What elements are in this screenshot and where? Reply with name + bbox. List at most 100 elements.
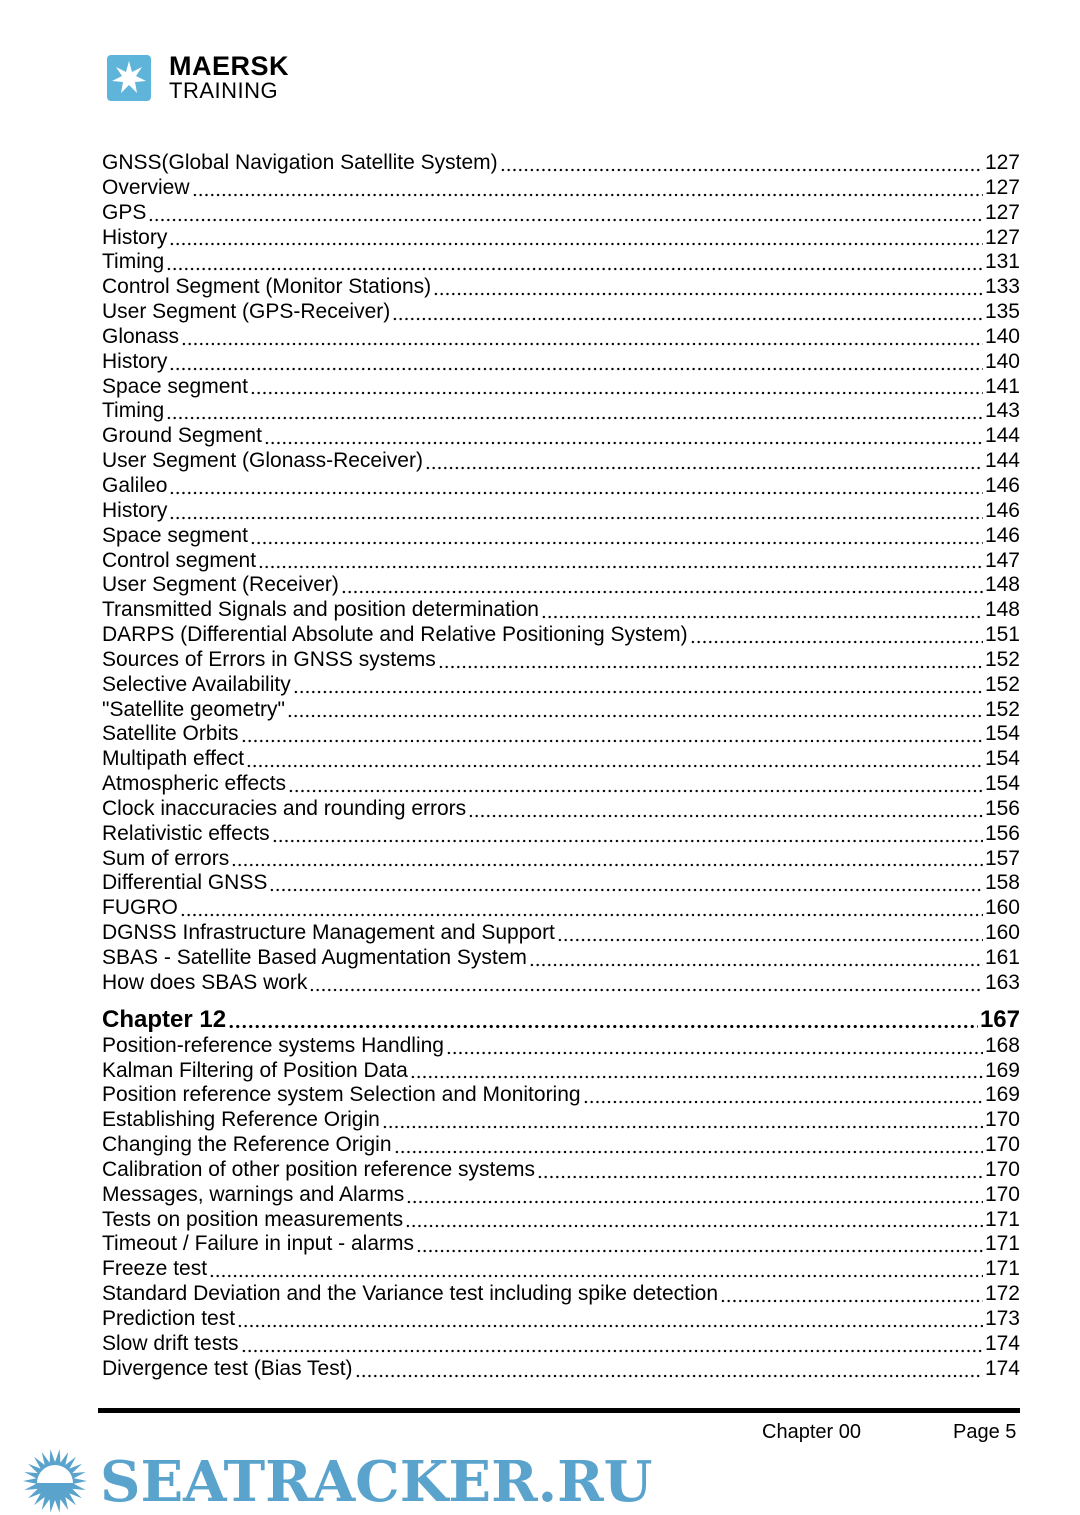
toc-entry-title: Selective Availability (102, 672, 291, 696)
dot-leader (720, 1282, 983, 1307)
toc-entry[interactable]: Position reference system Selection and … (102, 1083, 1020, 1109)
toc-entry[interactable]: Sum of errors 157 (102, 846, 1020, 872)
toc-chapter-entry[interactable]: Chapter 12 167 (102, 1005, 1020, 1034)
dot-leader (249, 374, 983, 400)
toc-entry[interactable]: Divergence test (Bias Test) 174 (102, 1356, 1020, 1382)
dot-leader (181, 324, 983, 350)
toc-entry[interactable]: Timing 143 (102, 399, 1020, 425)
toc-entry[interactable]: Control Segment (Monitor Stations) 133 (102, 275, 1020, 301)
toc-entry[interactable]: History 140 (102, 349, 1020, 375)
toc-entry[interactable]: Relativistic effects 156 (102, 821, 1020, 847)
toc-entry[interactable]: Multipath effect 154 (102, 747, 1020, 773)
toc-entry-page: 171 (984, 1207, 1020, 1231)
toc-entry-page: 169 (984, 1083, 1020, 1107)
toc-entry-title: Tests on position measurements (102, 1207, 404, 1231)
dot-leader (354, 1356, 983, 1382)
toc-entry[interactable]: Space segment 146 (102, 523, 1020, 549)
toc-entry-title: Space segment (102, 374, 248, 398)
toc-entry-title: Timing (102, 250, 165, 274)
logo-sub: TRAINING (169, 78, 279, 103)
toc-entry[interactable]: User Segment (Glonass-Receiver) 144 (102, 449, 1020, 474)
toc-entry[interactable]: Standard Deviation and the Variance test… (102, 1282, 1020, 1307)
toc-entry[interactable]: GNSS(Global Navigation Satellite System)… (102, 151, 1020, 176)
dot-leader (689, 623, 983, 648)
toc-entry[interactable]: GPS 127 (102, 200, 1020, 226)
toc-entry[interactable]: Freeze test 171 (102, 1257, 1020, 1283)
toc-entry-title: Galileo (102, 473, 168, 497)
dot-leader (209, 1257, 983, 1283)
toc-entry-title: FUGRO (102, 896, 178, 920)
toc-entry-page: 127 (984, 200, 1020, 224)
toc-entry[interactable]: How does SBAS work 163 (102, 970, 1020, 996)
toc-entry-page: 158 (984, 871, 1020, 895)
toc-entry-title: Differential GNSS (102, 871, 268, 895)
toc-entry[interactable]: DGNSS Infrastructure Management and Supp… (102, 921, 1020, 946)
toc-entry[interactable]: History 127 (102, 225, 1020, 251)
toc-entry-title: Position-reference systems Handling (102, 1033, 444, 1057)
toc-entry[interactable]: Overview 127 (102, 175, 1020, 201)
toc-entry[interactable]: Glonass 140 (102, 324, 1020, 350)
dot-leader (191, 175, 983, 201)
toc-entry[interactable]: Calibration of other position reference … (102, 1157, 1020, 1183)
toc-entry-page: 171 (984, 1232, 1020, 1256)
toc-entry[interactable]: Galileo 146 (102, 473, 1020, 499)
toc-entry[interactable]: SBAS - Satellite Based Augmentation Syst… (102, 946, 1020, 971)
dot-leader (240, 722, 983, 748)
toc-entry[interactable]: User Segment (GPS-Receiver) 135 (102, 300, 1020, 325)
toc-entry-page: 167 (979, 1005, 1020, 1033)
toc-entry[interactable]: DARPS (Differential Absolute and Relativ… (102, 623, 1020, 648)
toc-entry-page: 154 (984, 747, 1020, 771)
toc-entry-title: Establishing Reference Origin (102, 1108, 380, 1132)
toc-entry[interactable]: Messages, warnings and Alarms 170 (102, 1182, 1020, 1208)
dot-leader (537, 1157, 983, 1183)
dot-leader (405, 1207, 983, 1233)
toc-entry-title: Position reference system Selection and … (102, 1083, 581, 1107)
toc-entry-title: Atmospheric effects (102, 772, 287, 796)
toc-entry[interactable]: Clock inaccuracies and rounding errors 15… (102, 796, 1020, 822)
toc-entry-title: Space segment (102, 523, 248, 547)
toc-entry[interactable]: Prediction test 173 (102, 1306, 1020, 1332)
toc-entry[interactable]: Space segment 141 (102, 374, 1020, 400)
toc-entry[interactable]: History 146 (102, 498, 1020, 524)
toc-entry[interactable]: Timing 131 (102, 250, 1020, 276)
toc-entry[interactable]: Control segment 147 (102, 548, 1020, 574)
toc-entry-title: User Segment (Receiver) (102, 573, 339, 597)
toc-entry[interactable]: "Satellite geometry" 152 (102, 697, 1020, 723)
dot-leader (169, 498, 983, 524)
dot-leader (406, 1182, 983, 1208)
maersk-training-logo: MAERSK TRAINING (107, 53, 289, 102)
toc-entry[interactable]: Kalman Filtering of Position Data 169 (102, 1058, 1020, 1084)
dot-leader (166, 250, 983, 276)
toc-entry-page: 151 (984, 623, 1020, 647)
toc-entry[interactable]: Differential GNSS 158 (102, 871, 1020, 897)
dot-leader (169, 473, 983, 499)
dot-leader (169, 349, 983, 375)
toc-entry[interactable]: Satellite Orbits 154 (102, 722, 1020, 748)
dot-leader (309, 970, 983, 996)
toc-entry[interactable]: Slow drift tests 174 (102, 1331, 1020, 1357)
toc-entry[interactable]: Selective Availability 152 (102, 672, 1020, 698)
toc-entry[interactable]: Sources of Errors in GNSS systems 152 (102, 647, 1020, 673)
toc-entry[interactable]: Transmitted Signals and position determi… (102, 598, 1020, 624)
toc-entry-title: DARPS (Differential Absolute and Relativ… (102, 623, 688, 647)
toc-entry-page: 172 (984, 1282, 1020, 1306)
toc-entry-title: Changing the Reference Origin (102, 1133, 392, 1157)
toc-entry[interactable]: Position-reference systems Handling 168 (102, 1033, 1020, 1059)
dot-leader (437, 647, 983, 673)
toc-entry[interactable]: User Segment (Receiver) 148 (102, 573, 1020, 599)
toc-entry[interactable]: Establishing Reference Origin 170 (102, 1108, 1020, 1134)
toc-entry-page: 157 (984, 846, 1020, 870)
toc-entry-page: 146 (984, 498, 1020, 522)
toc-entry[interactable]: Tests on position measurements 171 (102, 1207, 1020, 1233)
toc-entry[interactable]: Atmospheric effects 154 (102, 772, 1020, 797)
toc-entry[interactable]: Timeout / Failure in input - alarms 171 (102, 1232, 1020, 1258)
toc-entry[interactable]: Ground Segment 144 (102, 424, 1020, 450)
toc-entry-title: GPS (102, 200, 147, 224)
toc-entry-page: 170 (984, 1133, 1020, 1157)
toc-entry-page: 174 (984, 1356, 1020, 1380)
dot-leader (288, 772, 983, 797)
dot-leader (179, 896, 983, 922)
toc-entry[interactable]: FUGRO 160 (102, 896, 1020, 922)
toc-entry-title: Chapter 12 (102, 1005, 227, 1033)
toc-entry[interactable]: Changing the Reference Origin 170 (102, 1133, 1020, 1158)
